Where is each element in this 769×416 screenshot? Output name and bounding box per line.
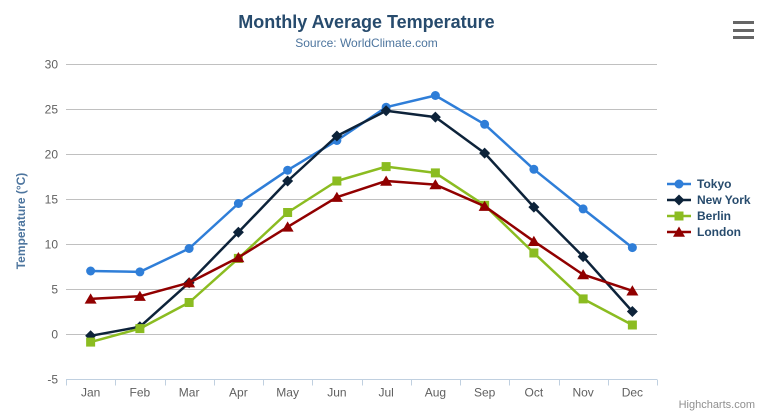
x-axis-tick-label: Mar xyxy=(179,386,200,400)
berlin-legend-symbol xyxy=(674,211,684,220)
series-tokyo xyxy=(86,91,637,277)
new-york-point[interactable] xyxy=(479,147,491,159)
x-axis-tick-label: Jul xyxy=(378,386,393,400)
new-york-point[interactable] xyxy=(331,130,343,142)
legend-item-berlin[interactable]: Berlin xyxy=(666,208,751,223)
berlin-point[interactable] xyxy=(529,248,539,258)
tokyo-point[interactable] xyxy=(529,164,539,174)
tokyo-line[interactable] xyxy=(89,94,634,274)
tokyo-point[interactable] xyxy=(283,165,293,175)
new-york-point[interactable] xyxy=(232,226,244,238)
y-axis-tick-label: -5 xyxy=(47,373,58,387)
new-york-point[interactable] xyxy=(577,251,589,263)
tokyo-point[interactable] xyxy=(86,266,96,276)
new-york-point[interactable] xyxy=(429,111,441,123)
x-axis-tick-label: Jan xyxy=(81,386,100,400)
gridlines xyxy=(66,64,657,380)
legend-item-tokyo[interactable]: Tokyo xyxy=(666,176,751,191)
axes: -5 0 5 10 15 20 25 30 Jan Feb Mar Apr May Jun Jul Aug Se… xyxy=(45,58,658,400)
hamburger-icon xyxy=(733,21,754,24)
legend-label: Tokyo xyxy=(697,176,732,191)
new-york-legend-symbol xyxy=(673,194,685,205)
series-london xyxy=(84,175,639,304)
tokyo-point[interactable] xyxy=(184,244,194,253)
new-york-legend-marker-icon xyxy=(667,194,691,205)
tokyo-point[interactable] xyxy=(135,267,145,277)
london-point[interactable] xyxy=(429,179,442,190)
new-york-point[interactable] xyxy=(282,175,294,187)
legend-label: London xyxy=(697,224,741,239)
new-york-line[interactable] xyxy=(89,109,634,338)
y-axis-tick-label: 30 xyxy=(45,58,59,72)
x-axis-tick-label: Dec xyxy=(622,386,643,400)
london-point[interactable] xyxy=(626,285,639,296)
berlin-point[interactable] xyxy=(135,324,145,334)
london-point[interactable] xyxy=(281,221,294,232)
london-point[interactable] xyxy=(380,175,393,186)
london-point[interactable] xyxy=(183,277,196,288)
new-york-point[interactable] xyxy=(380,105,392,117)
x-axis-tick-label: Feb xyxy=(130,386,151,400)
series-new-york xyxy=(85,105,638,342)
london-legend-marker-icon xyxy=(667,226,691,237)
x-axis-tick-label: Aug xyxy=(425,386,446,400)
london-point[interactable] xyxy=(478,200,491,211)
legend: Tokyo New York Berlin London xyxy=(666,176,751,239)
hamburger-icon xyxy=(733,36,754,39)
x-axis-tick-label: Apr xyxy=(229,386,248,400)
legend-item-london[interactable]: London xyxy=(666,224,751,239)
y-axis-title: Temperature (°C) xyxy=(14,173,28,270)
berlin-point[interactable] xyxy=(578,294,588,304)
berlin-point[interactable] xyxy=(283,208,293,217)
berlin-legend-marker-icon xyxy=(667,211,691,220)
tokyo-point[interactable] xyxy=(430,91,440,100)
berlin-point[interactable] xyxy=(430,168,440,178)
tokyo-point[interactable] xyxy=(578,204,588,214)
new-york-point[interactable] xyxy=(626,306,638,317)
tokyo-legend-marker-icon xyxy=(667,179,691,188)
berlin-line[interactable] xyxy=(89,165,634,344)
tokyo-point[interactable] xyxy=(480,119,490,129)
series-group xyxy=(84,91,639,347)
credits-link[interactable]: Highcharts.com xyxy=(678,399,755,411)
y-axis-tick-label: 15 xyxy=(45,193,59,207)
x-axis-tick-label: Nov xyxy=(572,386,593,400)
x-axis-tick-label: Oct xyxy=(525,386,544,400)
tokyo-point[interactable] xyxy=(233,199,243,208)
london-point[interactable] xyxy=(133,290,146,301)
y-axis-tick-label: 0 xyxy=(51,328,58,342)
berlin-point[interactable] xyxy=(381,162,391,172)
berlin-point[interactable] xyxy=(86,337,96,347)
x-axis-tick-label: May xyxy=(276,386,299,400)
context-menu-button[interactable] xyxy=(733,21,754,39)
y-axis-tick-label: 25 xyxy=(45,103,59,117)
new-york-point[interactable] xyxy=(528,201,540,213)
london-point[interactable] xyxy=(330,191,343,202)
berlin-point[interactable] xyxy=(332,176,342,186)
london-line[interactable] xyxy=(89,179,634,301)
london-legend-symbol xyxy=(673,226,685,237)
tokyo-point[interactable] xyxy=(627,243,637,253)
tokyo-legend-symbol xyxy=(674,179,684,188)
chart-title: Monthly Average Temperature xyxy=(238,12,495,32)
hamburger-icon xyxy=(733,28,754,32)
chart-subtitle: Source: WorldClimate.com xyxy=(295,36,438,50)
legend-item-new-york[interactable]: New York xyxy=(666,192,751,207)
berlin-point[interactable] xyxy=(627,320,637,330)
x-axis-tick-label: Jun xyxy=(327,386,346,400)
london-point[interactable] xyxy=(527,235,540,246)
london-point[interactable] xyxy=(232,252,245,263)
berlin-point[interactable] xyxy=(184,298,194,307)
legend-label: Berlin xyxy=(697,208,732,223)
y-axis-tick-label: 10 xyxy=(45,238,59,252)
y-axis-tick-label: 5 xyxy=(51,283,58,297)
london-point[interactable] xyxy=(577,269,590,280)
x-axis-tick-label: Sep xyxy=(474,386,496,400)
y-axis-tick-label: 20 xyxy=(45,148,59,162)
london-point[interactable] xyxy=(84,293,97,304)
legend-label: New York xyxy=(697,192,751,207)
